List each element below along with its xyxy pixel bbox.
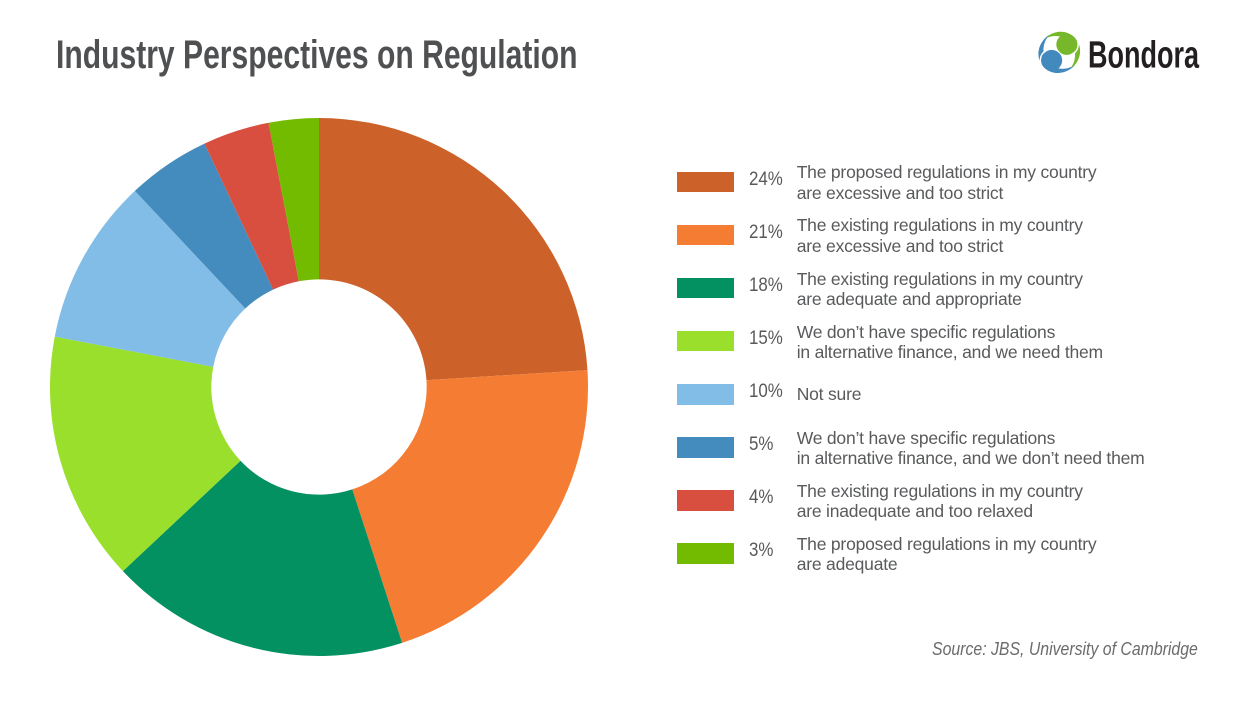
svg-text:Bondora: Bondora [1088,33,1200,75]
